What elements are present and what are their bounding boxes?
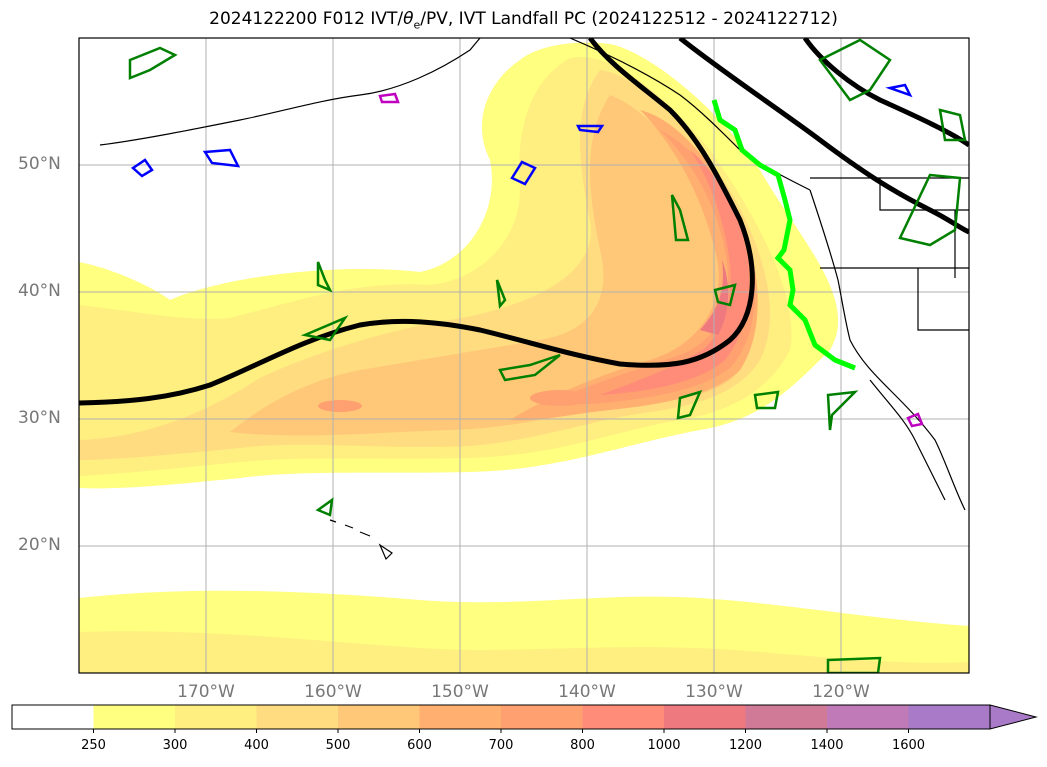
pv-green-3 — [300, 315, 349, 342]
colorbar-tick-label: 1400 — [810, 738, 844, 753]
pv-green-11 — [315, 497, 334, 517]
pv-contours — [128, 38, 967, 673]
lat-label-30n: 30°N — [18, 408, 61, 428]
pv-green-5 — [498, 353, 561, 382]
state-borders — [820, 178, 969, 331]
colorbar-tick-label: 500 — [325, 738, 351, 753]
colorbar-segment — [256, 705, 339, 729]
pv-green-4 — [495, 279, 507, 310]
colorbar-tick-label: 1600 — [891, 738, 926, 753]
colorbar-extend-arrow — [989, 704, 1038, 730]
hawaii-islands — [329, 519, 393, 561]
lon-label-170w: 170°W — [177, 682, 235, 702]
colorbar-segment — [582, 705, 665, 729]
colorbar-segment — [12, 705, 94, 729]
colorbar-segment — [419, 705, 502, 729]
pv-green-10 — [826, 390, 859, 431]
pv-green-1 — [128, 46, 178, 80]
pv-green-15 — [938, 108, 967, 142]
us-west-coast — [809, 189, 966, 511]
lon-label-130w: 130°W — [685, 682, 743, 702]
colorbar — [11, 704, 1038, 733]
lat-label-20n: 20°N — [18, 535, 61, 555]
pv-blue-5 — [885, 83, 913, 98]
pv-blue-4 — [575, 124, 605, 134]
pv-green-7 — [713, 283, 737, 307]
pv-green-14 — [898, 173, 962, 247]
baja-coast — [869, 379, 946, 501]
colorbar-segment — [664, 705, 746, 729]
pv-blue-1 — [202, 148, 241, 168]
pv-green-6 — [670, 194, 690, 242]
pv-green-9 — [753, 390, 780, 410]
lat-label-40n: 40°N — [18, 281, 61, 301]
colorbar-segment — [827, 705, 909, 729]
ivt-landfall-line — [711, 99, 856, 371]
pv-magenta-2 — [906, 412, 924, 428]
ivt-patch-sw — [530, 390, 590, 406]
colorbar-segment — [93, 705, 176, 729]
map-frame — [78, 37, 970, 674]
pv-green-2 — [316, 261, 333, 293]
colorbar-segment — [908, 705, 991, 729]
ivt-south-band-inner — [79, 631, 969, 673]
colorbar-tick-label: 300 — [162, 738, 188, 753]
pv-green-8 — [676, 390, 703, 420]
lat-label-50n: 50°N — [18, 154, 61, 174]
black-contour-main — [79, 38, 755, 406]
pv-magenta-1 — [378, 92, 400, 104]
alaska-coast — [99, 38, 481, 146]
colorbar-tick-label: 700 — [488, 738, 514, 753]
colorbar-tick-label: 1000 — [647, 738, 681, 753]
colorbar-tick-label: 600 — [407, 738, 432, 753]
lon-label-150w: 150°W — [431, 682, 489, 702]
map-title: 2024122200 F012 IVT/θe/PV, IVT Landfall … — [209, 9, 838, 32]
lon-label-120w: 120°W — [812, 682, 870, 702]
colorbar-tick-label: 400 — [244, 738, 269, 753]
colorbar-tick-label: 800 — [570, 738, 595, 753]
colorbar-segment — [745, 705, 828, 729]
ivt-patch-west — [318, 400, 362, 412]
ivt-plume-600 — [510, 110, 758, 421]
pv-blue-3 — [510, 160, 537, 186]
pv-green-13 — [818, 38, 892, 102]
pv-blue-2 — [130, 158, 154, 178]
ivt-fill-layer — [79, 42, 969, 673]
pv-green-12 — [826, 656, 882, 673]
ivt-plume-500 — [230, 95, 754, 436]
gridlines — [79, 38, 969, 673]
colorbar-segment — [501, 705, 583, 729]
ivt-core-1000 — [700, 260, 729, 335]
lon-label-140w: 140°W — [558, 682, 616, 702]
colorbar-segment — [338, 705, 420, 729]
colorbar-tick-label: 1200 — [728, 738, 763, 753]
black-contour-ne-1 — [678, 38, 969, 235]
colorbar-segment — [175, 705, 257, 729]
colorbar-tick-label: 250 — [81, 738, 106, 753]
lon-label-160w: 160°W — [304, 682, 362, 702]
